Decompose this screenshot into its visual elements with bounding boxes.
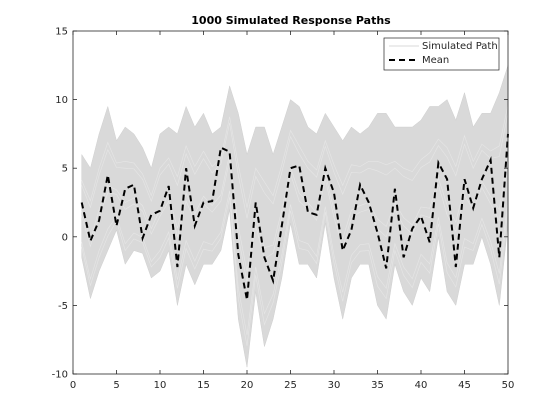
x-tick-label: 15 (197, 380, 210, 391)
x-tick-label: 35 (371, 380, 384, 391)
mean-line (80, 133, 509, 301)
legend-label-mean: Mean (422, 55, 449, 66)
x-tick-label: 25 (284, 380, 297, 391)
x-tick-label: 40 (415, 380, 428, 391)
x-tick-label: 50 (502, 380, 515, 391)
x-tick-label: 30 (328, 380, 341, 391)
simulated-path (81, 104, 509, 208)
simulated-path (81, 190, 509, 336)
axes: 0 5 10 15 20 25 30 35 40 45 50 -10 -5 0 5 10 15 (52, 27, 515, 392)
x-tick-label: 5 (113, 380, 119, 391)
x-tick-label: 0 (70, 380, 76, 391)
y-tick-label: 10 (55, 95, 68, 106)
simulated-path (81, 196, 509, 346)
legend-box (383, 37, 500, 71)
legend: Simulated Path Mean (383, 37, 500, 71)
legend-label-simulated: Simulated Path (422, 41, 498, 52)
y-tick-label: 15 (55, 27, 68, 38)
simulated-path (81, 112, 509, 219)
x-tick-label: 20 (241, 380, 254, 391)
y-tick-label: 0 (62, 232, 68, 243)
y-tick-label: 5 (62, 164, 68, 175)
simulated-path (81, 159, 509, 283)
chart-title: 1000 Simulated Response Paths (191, 14, 391, 27)
x-tick-label: 10 (154, 380, 167, 391)
y-tick-label: -5 (58, 301, 68, 312)
x-tick-label: 45 (458, 380, 471, 391)
y-tick-label: -10 (52, 370, 68, 381)
